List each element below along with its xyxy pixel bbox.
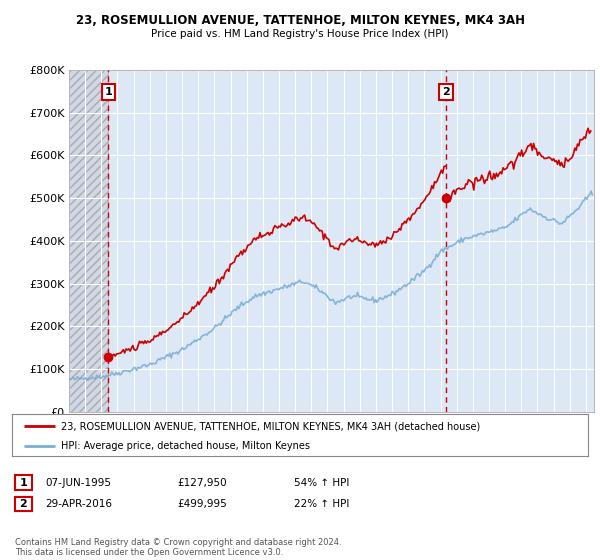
Text: 29-APR-2016: 29-APR-2016 bbox=[45, 499, 112, 509]
Text: 23, ROSEMULLION AVENUE, TATTENHOE, MILTON KEYNES, MK4 3AH (detached house): 23, ROSEMULLION AVENUE, TATTENHOE, MILTO… bbox=[61, 421, 480, 431]
Text: 1: 1 bbox=[20, 478, 27, 488]
Text: 2: 2 bbox=[20, 499, 27, 509]
Text: Contains HM Land Registry data © Crown copyright and database right 2024.
This d: Contains HM Land Registry data © Crown c… bbox=[15, 538, 341, 557]
Text: Price paid vs. HM Land Registry's House Price Index (HPI): Price paid vs. HM Land Registry's House … bbox=[151, 29, 449, 39]
Text: 54% ↑ HPI: 54% ↑ HPI bbox=[294, 478, 349, 488]
Text: £499,995: £499,995 bbox=[177, 499, 227, 509]
Bar bbox=[69, 70, 109, 412]
Bar bbox=[109, 70, 594, 412]
Text: 07-JUN-1995: 07-JUN-1995 bbox=[45, 478, 111, 488]
Text: 23, ROSEMULLION AVENUE, TATTENHOE, MILTON KEYNES, MK4 3AH: 23, ROSEMULLION AVENUE, TATTENHOE, MILTO… bbox=[76, 14, 524, 27]
Text: £127,950: £127,950 bbox=[177, 478, 227, 488]
Text: 1: 1 bbox=[104, 87, 112, 97]
Text: 2: 2 bbox=[442, 87, 450, 97]
Text: 22% ↑ HPI: 22% ↑ HPI bbox=[294, 499, 349, 509]
Text: HPI: Average price, detached house, Milton Keynes: HPI: Average price, detached house, Milt… bbox=[61, 441, 310, 451]
